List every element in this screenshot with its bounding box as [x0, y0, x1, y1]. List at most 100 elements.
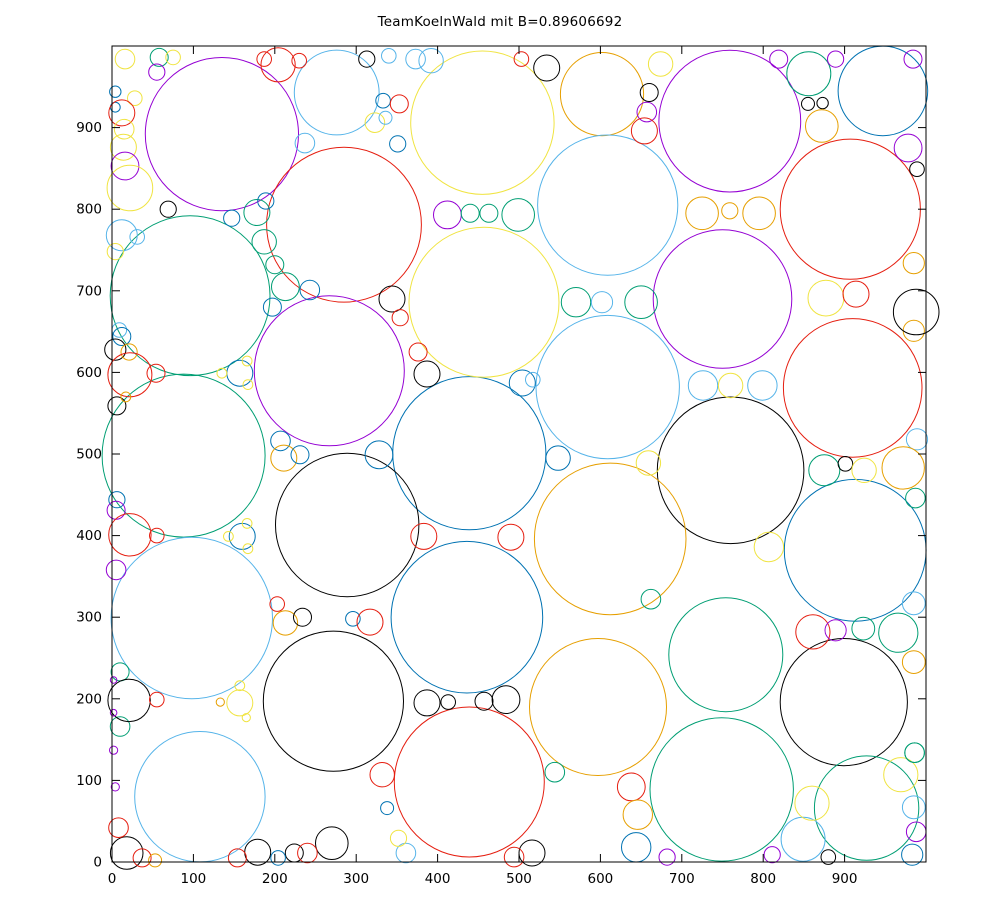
packed-circle-orange — [902, 319, 925, 342]
packed-circle-green — [243, 199, 271, 226]
packed-circle-blue — [109, 85, 122, 98]
packed-circle-red — [108, 99, 136, 127]
packed-circle-red — [149, 691, 165, 708]
packed-circle-orange — [148, 853, 163, 868]
packed-circle-skyblue — [110, 536, 273, 700]
y-tick-label: 0 — [93, 855, 102, 871]
packed-circle-red — [389, 94, 409, 114]
packed-circle-yellow — [234, 680, 246, 692]
packed-circle-blue — [392, 376, 547, 531]
packed-circle-red — [630, 117, 658, 145]
packed-circle-red — [410, 522, 438, 550]
packed-circle-skyblue — [537, 134, 679, 276]
packed-circle-green — [904, 742, 925, 764]
packed-circle-purple — [769, 49, 789, 69]
packed-circle-black — [107, 396, 127, 416]
packed-circle-orange — [881, 446, 925, 490]
packed-circle-skyblue — [134, 731, 266, 863]
packed-circle-orange — [901, 650, 926, 674]
y-tick-label: 500 — [76, 447, 102, 463]
y-tick-label: 200 — [76, 691, 102, 707]
packed-circle-black — [533, 54, 561, 82]
packed-circle-red — [369, 762, 395, 788]
packed-circle-black — [104, 338, 127, 361]
packed-circle-blue — [390, 540, 544, 694]
packed-circle-red — [297, 842, 318, 864]
packed-circle-blue — [226, 359, 254, 387]
axis-ticks — [111, 45, 927, 863]
packed-circle-orange — [120, 343, 138, 361]
packed-circle-skyblue — [687, 370, 719, 401]
packed-circle-purple — [658, 49, 802, 193]
x-tick-label: 200 — [262, 871, 288, 887]
packed-circle-black — [837, 456, 854, 472]
packed-circle-black — [474, 691, 494, 711]
packed-circle-black — [275, 452, 420, 598]
packed-circle-skyblue — [418, 48, 444, 74]
packed-circle-orange — [270, 444, 298, 472]
packed-circle-yellow — [241, 355, 253, 367]
packed-circle-blue — [389, 135, 407, 153]
packed-circle-red — [616, 772, 646, 802]
packed-circle-blue — [257, 192, 275, 210]
packed-circle-skyblue — [105, 219, 138, 252]
packed-circle-black — [284, 843, 304, 863]
packed-circle-yellow — [223, 531, 234, 542]
packed-circle-orange — [685, 196, 719, 231]
packed-circle-yellow — [794, 785, 830, 821]
packed-circle-red — [408, 342, 428, 362]
packed-circle-orange — [622, 799, 653, 830]
packed-circle-skyblue — [780, 816, 826, 862]
packed-circle-purple — [253, 295, 405, 447]
packed-circle-yellow — [851, 457, 877, 483]
packed-circle-purple — [144, 57, 299, 212]
packed-circle-green — [460, 203, 480, 223]
packed-circle-yellow — [364, 112, 386, 133]
packed-circle-orange — [742, 196, 776, 231]
packed-circle-blue — [508, 369, 536, 397]
packed-circle-red — [108, 513, 152, 557]
packed-circle-blue — [783, 478, 927, 622]
packed-circle-skyblue — [525, 371, 541, 388]
packed-circle-purple — [893, 133, 923, 163]
packed-circle-red — [256, 51, 273, 67]
packed-circle-orange — [120, 391, 132, 403]
packed-circle-black — [358, 50, 376, 68]
packed-circle-black — [909, 161, 925, 177]
packed-circle-red — [356, 608, 384, 636]
plot-border — [111, 45, 927, 863]
packed-circle-blue — [223, 209, 241, 227]
packed-circle-black — [109, 836, 144, 870]
packed-circle-red — [513, 51, 530, 67]
packed-circle-purple — [652, 229, 793, 369]
packed-circle-yellow — [635, 450, 662, 476]
packed-circle-green — [149, 47, 169, 67]
packed-circle-green — [109, 215, 271, 377]
packed-circle-purple — [110, 151, 140, 181]
packed-circle-orange — [272, 610, 299, 636]
packed-circle-skyblue — [747, 370, 778, 401]
packed-circle-blue — [112, 327, 132, 346]
packed-circle-black — [892, 288, 940, 336]
packed-circle-purple — [636, 101, 658, 123]
y-tick-label: 300 — [76, 610, 102, 626]
packed-circle-black — [820, 849, 837, 865]
packed-circle-black — [244, 838, 272, 866]
packed-circle-blue — [837, 45, 929, 137]
packed-circle-green — [813, 755, 920, 861]
packed-circle-skyblue — [901, 591, 926, 616]
packed-circle-green — [668, 597, 784, 713]
packed-circle-yellow — [114, 48, 136, 70]
packed-circle-yellow — [127, 90, 143, 106]
x-tick-label: 600 — [588, 871, 614, 887]
packed-circle-yellow — [883, 757, 919, 793]
packed-circle-purple — [148, 63, 166, 81]
packed-circle-green — [479, 203, 499, 223]
packed-circle-black — [159, 200, 177, 218]
packed-circle-skyblue — [901, 795, 926, 820]
y-tick-label: 100 — [76, 773, 102, 789]
packed-circle-black — [293, 607, 312, 627]
packed-circle-purple — [763, 846, 781, 864]
packed-circle-red — [497, 523, 525, 551]
